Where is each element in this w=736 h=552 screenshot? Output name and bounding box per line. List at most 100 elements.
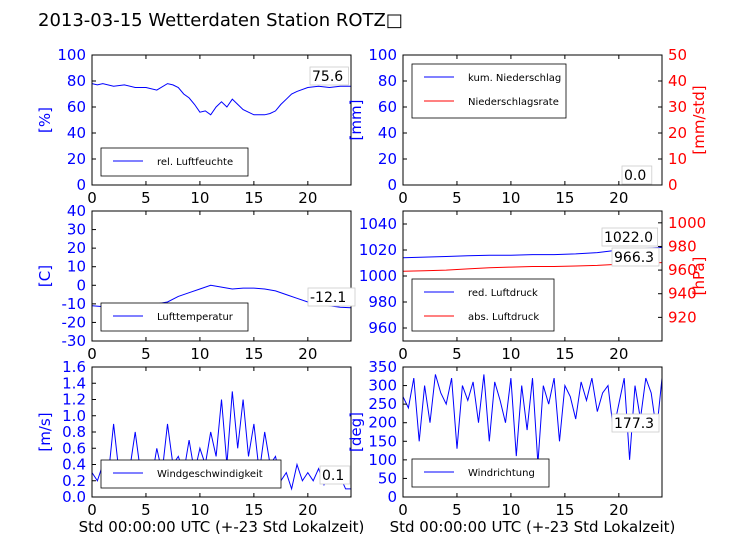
x-tick-label: 15 [555, 189, 574, 207]
legend-box [100, 459, 282, 489]
y-tick-label: 20 [67, 239, 86, 257]
y-tick-label: 20 [67, 150, 86, 168]
legend-box [100, 302, 249, 332]
y-axis-label: [%] [36, 107, 54, 133]
y-tick-label: 0.8 [62, 423, 86, 441]
y-tick-label: 30 [67, 221, 86, 239]
annotation-label: 0.1 [322, 468, 344, 484]
annotation-box [601, 227, 658, 247]
y-tick-label: 40 [67, 124, 86, 142]
annotation-box [319, 465, 351, 485]
y2-tick-label: 40 [668, 72, 687, 90]
legend-label: Windrichtung [468, 468, 535, 479]
y-tick-label: 1.2 [62, 391, 86, 409]
x-axis-label: Std 00:00:00 UTC (+-23 Std Lokalzeit) [79, 518, 365, 536]
y-tick-label: 100 [57, 46, 86, 64]
x-axis-label: Std 00:00:00 UTC (+-23 Std Lokalzeit) [390, 518, 676, 536]
plot-frame [402, 366, 663, 498]
y-tick-label: 0 [76, 176, 86, 194]
y2-axis-label: [mm/std] [690, 85, 708, 154]
figure-title: 2013-03-15 Wetterdaten Station ROTZ□ [38, 10, 403, 31]
y2-tick-label: 10 [668, 150, 687, 168]
y2-tick-label: 940 [668, 285, 697, 303]
legend-label: red. Luftdruck [468, 288, 538, 299]
y2-tick-label: 960 [668, 261, 697, 279]
x-tick-label: 15 [555, 501, 574, 519]
legend-box [411, 458, 550, 488]
y2-tick-label: 0 [668, 176, 678, 194]
y2-tick-label: 30 [668, 98, 687, 116]
x-tick-label: 5 [452, 345, 462, 363]
legend-box [411, 278, 555, 332]
x-tick-label: 5 [141, 189, 151, 207]
annotation-box [611, 247, 660, 267]
annotation-box [621, 165, 653, 185]
y-tick-label: 0.0 [62, 488, 86, 506]
y-tick-label: 60 [378, 98, 397, 116]
x-tick-label: 15 [244, 189, 263, 207]
x-tick-label: 15 [244, 345, 263, 363]
y-tick-label: 0 [387, 488, 397, 506]
x-tick-label: 20 [609, 189, 628, 207]
y-tick-label: 960 [368, 319, 397, 337]
y-tick-label: 200 [368, 414, 397, 432]
x-tick-label: 10 [501, 189, 520, 207]
x-tick-label: 20 [609, 345, 628, 363]
series-line-1 [91, 391, 351, 491]
annotation-label: -12.1 [310, 290, 346, 306]
panel-1: 0 5 10 15 20 0 20 40 60 80 100 [%] rel. Luftfeuchte 7… [36, 46, 352, 207]
x-tick-label: 20 [609, 501, 628, 519]
y-tick-label: 0.4 [62, 456, 86, 474]
y2-axis-label: [hPa] [690, 257, 708, 296]
legend-box [100, 147, 249, 177]
legend-label: abs. Luftdruck [468, 312, 539, 323]
y-tick-label: -10 [62, 295, 87, 313]
annotation-box [307, 287, 356, 307]
y-tick-label: 250 [368, 395, 397, 413]
y-tick-label: 60 [67, 98, 86, 116]
y-tick-label: 20 [378, 150, 397, 168]
legend-label: Windgeschwindigkeit [157, 469, 263, 480]
annotation-box [611, 413, 660, 433]
y-tick-label: 40 [67, 202, 86, 220]
series-line-1 [91, 83, 351, 116]
y-tick-label: 1000 [359, 267, 397, 285]
x-tick-label: 20 [298, 501, 317, 519]
y-tick-label: 80 [67, 72, 86, 90]
y-tick-label: 1020 [359, 241, 397, 259]
panel-4: 0 5 10 15 20 960 980 1000 1020 1040 920 940 960 980 10… [359, 210, 708, 363]
x-tick-label: 5 [141, 345, 151, 363]
x-tick-label: 0 [398, 345, 408, 363]
annotation-label: 966.3 [614, 250, 654, 266]
annotation-box [309, 66, 349, 86]
x-tick-label: 5 [141, 501, 151, 519]
x-tick-label: 20 [298, 345, 317, 363]
legend-box [411, 63, 567, 119]
y-tick-label: 0.6 [62, 439, 86, 457]
x-tick-label: 0 [87, 189, 97, 207]
x-tick-label: 10 [501, 345, 520, 363]
x-tick-label: 0 [87, 501, 97, 519]
legend-label: kum. Niederschlag [468, 73, 561, 84]
y-tick-label: 150 [368, 432, 397, 450]
plot-frame [91, 54, 352, 186]
y-tick-label: 1.6 [62, 358, 86, 376]
plot-frame [91, 210, 352, 342]
y-tick-label: 0 [387, 176, 397, 194]
y-tick-label: 0.2 [62, 472, 86, 490]
x-tick-label: 5 [452, 189, 462, 207]
plot-frame [402, 54, 663, 186]
annotation-label: 177.3 [614, 416, 654, 432]
y-tick-label: 80 [378, 72, 397, 90]
y-tick-label: 300 [368, 377, 397, 395]
series-line-1 [402, 374, 663, 464]
x-tick-label: 10 [190, 501, 209, 519]
annotation-label: 0.0 [624, 168, 646, 184]
y-tick-label: 1040 [359, 215, 397, 233]
x-tick-label: 10 [501, 501, 520, 519]
y-axis-label: [C] [36, 265, 54, 287]
x-tick-label: 15 [244, 501, 263, 519]
y-tick-label: 50 [378, 469, 397, 487]
